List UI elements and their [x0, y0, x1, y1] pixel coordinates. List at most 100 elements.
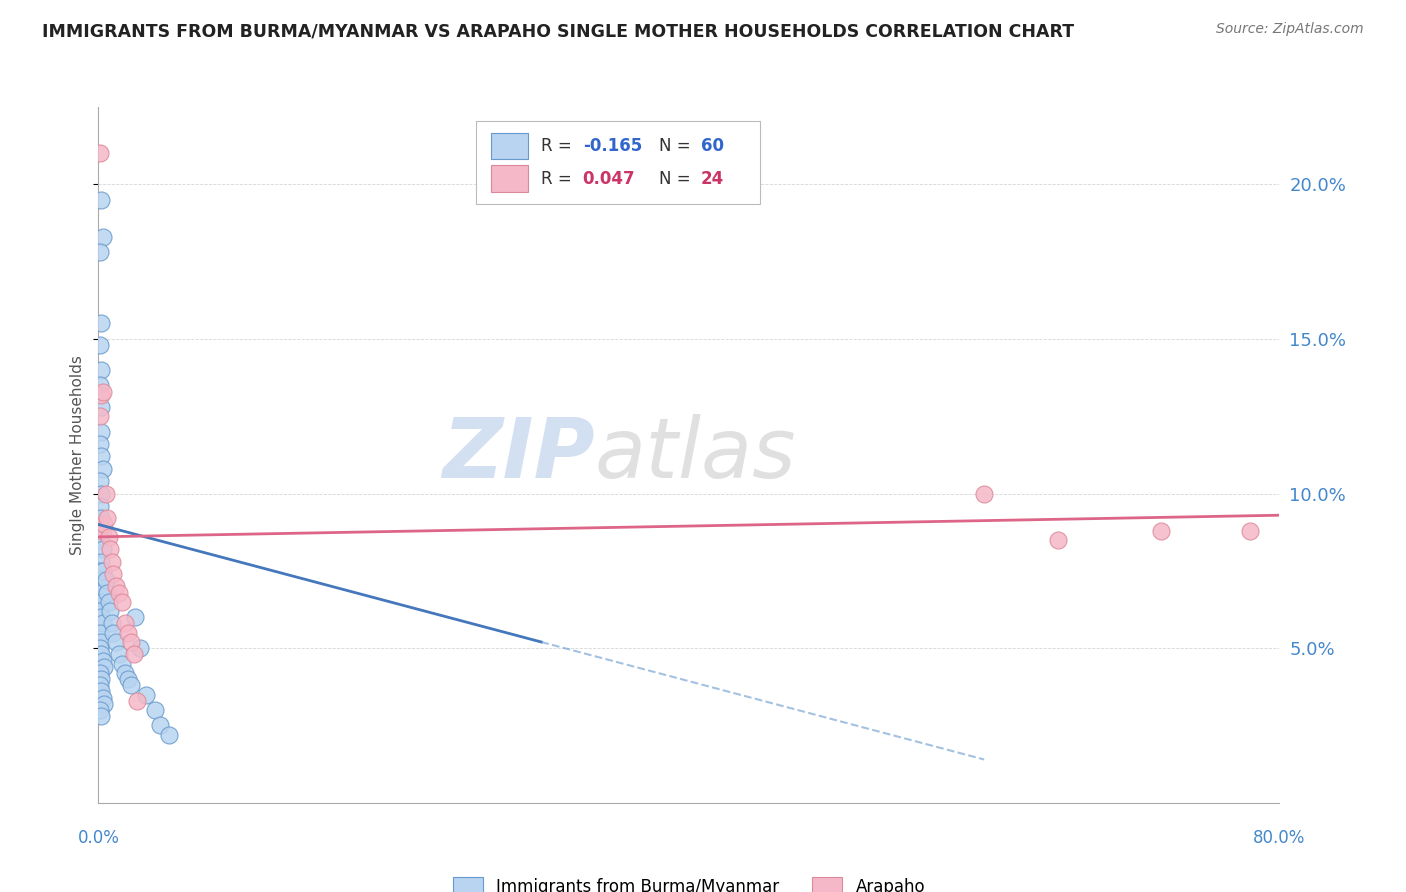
Point	[91, 616, 114, 631]
Point	[89, 524, 111, 538]
Text: ZIP: ZIP	[441, 415, 595, 495]
Point	[90, 400, 112, 414]
Point	[135, 688, 157, 702]
Point	[105, 635, 128, 649]
Text: -0.165: -0.165	[582, 137, 643, 155]
Text: 0.047: 0.047	[582, 169, 636, 187]
Point	[125, 694, 148, 708]
Point	[89, 585, 111, 599]
Point	[124, 610, 146, 624]
Point	[90, 450, 112, 464]
Point	[90, 672, 112, 686]
Point	[90, 486, 112, 500]
Point	[93, 697, 115, 711]
Text: Source: ZipAtlas.com: Source: ZipAtlas.com	[1216, 22, 1364, 37]
Point	[94, 573, 117, 587]
Point	[98, 604, 121, 618]
Text: 80.0%: 80.0%	[1253, 829, 1306, 847]
Point	[97, 595, 120, 609]
Point	[90, 425, 112, 439]
Point	[90, 555, 112, 569]
Point	[89, 678, 111, 692]
Point	[91, 542, 114, 557]
Point	[91, 230, 114, 244]
Point	[91, 524, 114, 538]
Point	[90, 193, 112, 207]
Point	[91, 564, 114, 578]
Point	[103, 625, 125, 640]
Point	[103, 566, 125, 581]
Point	[120, 678, 142, 692]
Point	[90, 317, 112, 331]
Point	[157, 728, 180, 742]
Point	[89, 703, 111, 717]
Point	[93, 659, 115, 673]
Point	[108, 585, 131, 599]
Point	[100, 616, 122, 631]
Point	[90, 648, 112, 662]
Point	[90, 635, 112, 649]
Point	[90, 363, 112, 377]
Point	[973, 486, 995, 500]
FancyBboxPatch shape	[477, 121, 759, 204]
Point	[89, 564, 111, 578]
Point	[89, 437, 111, 451]
Point	[122, 648, 145, 662]
Text: R =: R =	[541, 137, 578, 155]
Point	[1239, 524, 1261, 538]
Point	[100, 555, 122, 569]
Point	[96, 511, 118, 525]
Point	[105, 579, 128, 593]
Point	[120, 635, 142, 649]
Point	[117, 672, 139, 686]
Point	[111, 595, 134, 609]
Point	[89, 409, 111, 424]
Point	[89, 499, 111, 513]
Point	[1150, 524, 1173, 538]
Point	[91, 690, 114, 705]
Text: N =: N =	[659, 169, 696, 187]
Point	[89, 245, 111, 260]
Point	[114, 616, 136, 631]
Point	[97, 530, 120, 544]
Point	[90, 573, 112, 587]
Legend: Immigrants from Burma/Myanmar, Arapaho: Immigrants from Burma/Myanmar, Arapaho	[446, 871, 932, 892]
Point	[143, 703, 166, 717]
Point	[89, 474, 111, 488]
Point	[117, 625, 139, 640]
Point	[90, 511, 112, 525]
Point	[89, 625, 111, 640]
Point	[89, 378, 111, 392]
Point	[128, 641, 150, 656]
Point	[90, 684, 112, 698]
Point	[98, 542, 121, 557]
Point	[91, 384, 114, 399]
Y-axis label: Single Mother Households: Single Mother Households	[70, 355, 86, 555]
Point	[90, 595, 112, 609]
Text: 60: 60	[700, 137, 724, 155]
Point	[90, 709, 112, 723]
Text: R =: R =	[541, 169, 578, 187]
Text: 0.0%: 0.0%	[77, 829, 120, 847]
Point	[111, 657, 134, 671]
Point	[89, 146, 111, 161]
Point	[94, 486, 117, 500]
Point	[90, 387, 112, 401]
Point	[96, 585, 118, 599]
FancyBboxPatch shape	[491, 166, 529, 192]
Point	[89, 338, 111, 352]
Point	[91, 462, 114, 476]
Point	[1046, 533, 1069, 547]
FancyBboxPatch shape	[491, 133, 529, 159]
Point	[93, 517, 115, 532]
Text: 24: 24	[700, 169, 724, 187]
Point	[90, 610, 112, 624]
Point	[149, 718, 172, 732]
Text: IMMIGRANTS FROM BURMA/MYANMAR VS ARAPAHO SINGLE MOTHER HOUSEHOLDS CORRELATION CH: IMMIGRANTS FROM BURMA/MYANMAR VS ARAPAHO…	[42, 22, 1074, 40]
Point	[90, 533, 112, 547]
Point	[89, 665, 111, 680]
Point	[89, 604, 111, 618]
Point	[89, 641, 111, 656]
Point	[114, 665, 136, 680]
Point	[108, 648, 131, 662]
